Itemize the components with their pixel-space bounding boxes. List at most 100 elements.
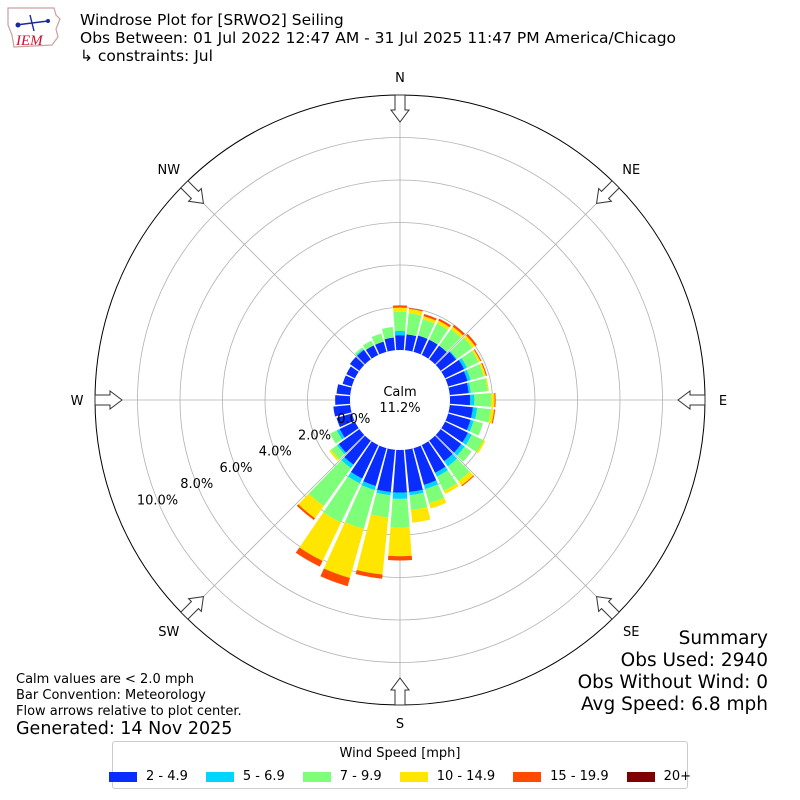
windrose-bar-segment — [488, 409, 495, 424]
radial-tick-label: 0.0% — [337, 412, 370, 427]
radial-tick-labels: 0.0% 2.0% 4.0% 6.0% 8.0%10.0% — [137, 412, 370, 508]
summary-obs-without-wind: Obs Without Wind: 0 — [577, 672, 768, 693]
plot-header: Windrose Plot for [SRWO2] Seiling Obs Be… — [80, 11, 676, 65]
radial-tick-label: 2.0% — [298, 428, 331, 443]
windrose-bar-segment — [466, 419, 474, 432]
windrose-bar-segment — [466, 382, 471, 394]
windrose-bar-segment — [377, 448, 396, 493]
windrose-bar-segment — [449, 394, 471, 406]
windrose-bar-segment — [479, 363, 486, 377]
windrose-bar-segment — [409, 307, 423, 312]
windrose-bar-segment — [491, 409, 496, 424]
windrose-bar-segment — [356, 349, 365, 356]
windrose-bar-segment — [485, 377, 489, 392]
radial-tick-label: 10.0% — [137, 493, 178, 508]
compass-arrows — [94, 94, 706, 706]
windrose-bar-segment — [350, 441, 379, 479]
legend-label: 5 - 6.9 — [242, 769, 285, 784]
compass-label-e: E — [719, 394, 727, 409]
windrose-bar-segment — [448, 382, 469, 396]
windrose-bar-segment — [469, 394, 475, 406]
windrose-bar-segment — [435, 466, 448, 477]
radial-tick-label: 4.0% — [259, 445, 292, 460]
windrose-bar-segment — [409, 489, 424, 496]
legend-swatch — [302, 771, 331, 782]
legend-label: 7 - 9.9 — [339, 769, 382, 784]
windrose-bar-segment — [336, 429, 345, 440]
windrose-bar-segment — [429, 345, 447, 365]
compass-label-sw: SW — [158, 625, 179, 640]
angular-gridline — [435, 435, 616, 616]
windrose-bar-segment — [454, 444, 465, 456]
windrose-bar-segment — [461, 350, 479, 368]
windrose-bar-segment — [408, 309, 423, 316]
windrose-bar-segment — [447, 458, 470, 482]
windrose-bar-segment — [323, 476, 360, 523]
windrose-bar-segment — [494, 392, 496, 408]
windrose-bar-segment — [395, 335, 405, 351]
windrose-bar-segment — [393, 311, 407, 332]
legend-item: 10 - 14.9 — [399, 769, 495, 784]
windrose-bar-segment — [441, 421, 469, 443]
compass-label-w: W — [71, 394, 84, 409]
windrose-bar-segment — [476, 440, 486, 454]
windrose-bar-segment — [450, 326, 464, 338]
windrose-bar-segment — [356, 349, 371, 365]
windrose-bar-segment — [461, 475, 475, 487]
calm-circle — [350, 350, 450, 450]
windrose-bar-segment — [422, 316, 436, 324]
windrose-bar-segment — [336, 384, 352, 396]
windrose-bar-segment — [466, 333, 477, 347]
windrose-bar-segment — [406, 313, 422, 337]
windrose-bar-segment — [342, 375, 355, 387]
iem-logo: IEM — [7, 7, 61, 49]
windrose-bar-segment — [421, 441, 446, 473]
legend-item: 20+ — [626, 769, 692, 784]
summary-avg-speed: Avg Speed: 6.8 mph — [580, 694, 768, 715]
windrose-bar-segment — [413, 445, 437, 485]
legend-swatch — [513, 771, 542, 782]
windrose-bar-segment — [375, 341, 387, 355]
compass-arrow-icon — [94, 390, 123, 410]
windrose-bar-segment — [463, 369, 471, 382]
flow-arrows-note: Flow arrows relative to plot center. — [16, 704, 242, 719]
windrose-bar-segment — [466, 364, 484, 381]
compass-arrow-icon — [390, 94, 410, 123]
windrose-bar-segment — [448, 404, 474, 419]
compass-arrow-icon — [390, 677, 410, 706]
windrose-bar-segment — [308, 460, 351, 507]
windrose-bar-segment — [390, 498, 410, 528]
radial-tick-label: 6.0% — [219, 461, 252, 476]
windrose-bar-segment — [491, 392, 495, 408]
windrose-bar-segment — [381, 326, 394, 340]
compass-label-ne: NE — [622, 163, 640, 178]
windrose-bar-segment — [299, 512, 341, 561]
legend-item: 7 - 9.9 — [302, 769, 382, 784]
windrose-bar-segment — [425, 484, 445, 504]
iem-logo-text: IEM — [15, 33, 44, 49]
windrose-bar-segment — [344, 435, 371, 465]
windrose-bar-segment — [329, 449, 340, 461]
windrose-bar-segment — [330, 445, 345, 460]
windrose-bar-segment — [438, 318, 451, 328]
compass-arrow-icon — [180, 180, 205, 205]
legend-label: 20+ — [663, 769, 692, 784]
windrose-bar-segment — [336, 444, 346, 455]
windrose-bar-segment — [435, 429, 462, 453]
windrose-bar-segment — [457, 446, 472, 462]
legend-items: 2 - 4.9 5 - 6.9 7 - 9.9 10 - 14.9 15 - 19.9 2… — [108, 769, 691, 784]
calm-note: Calm values are < 2.0 mph — [16, 672, 195, 687]
windrose-bar-segment — [436, 470, 457, 492]
windrose-bar-segment — [323, 522, 364, 579]
windrose-bar-segment — [320, 568, 350, 587]
generated-date: Generated: 14 Nov 2025 — [16, 719, 233, 739]
windrose-bar-segment — [458, 358, 468, 370]
windrose-bar-segment — [445, 371, 468, 387]
windrose-bar-segment — [423, 314, 437, 321]
windrose-bar-segment — [445, 413, 471, 431]
windrose-bar-segment — [409, 492, 428, 511]
windrose-bar-segment — [387, 555, 413, 561]
compass-label-n: N — [395, 71, 405, 86]
legend-item: 2 - 4.9 — [108, 769, 188, 784]
